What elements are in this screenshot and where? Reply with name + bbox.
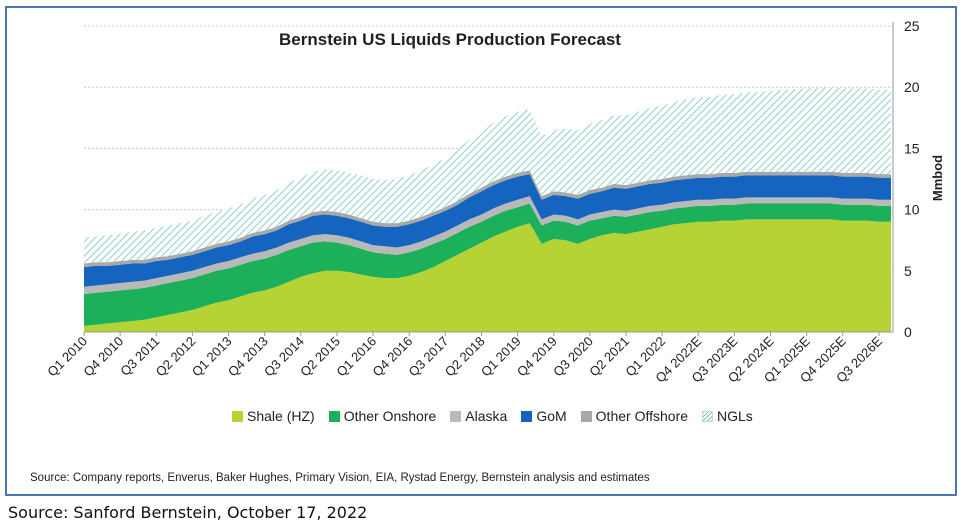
legend-label-gom: GoM [536,408,567,424]
legend-swatch-other-offshore [580,410,592,422]
area-shale-hz [84,219,891,332]
legend-swatch-shale [232,410,243,422]
chart-legend: Shale (HZ) Other Onshore Alaska GoM Othe… [232,408,767,424]
legend-item-ngls: NGLs [702,408,753,424]
area-ngls [84,87,891,264]
legend-item-other-offshore: Other Offshore [580,408,689,424]
legend-label-other-offshore: Other Offshore [595,408,689,424]
legend-swatch-ngls [702,410,714,422]
chart-title: Bernstein US Liquids Production Forecast [279,30,621,49]
legend-label-other-onshore: Other Onshore [343,408,437,424]
area-other-onshore [84,203,891,326]
area-other-offshore [84,170,891,268]
legend-swatch-other-onshore [328,410,340,422]
legend-swatch-gom [521,410,533,422]
y-tick-label: 20 [904,79,920,95]
area-alaska [84,196,891,295]
legend-item-other-onshore: Other Onshore [328,408,437,424]
stacked-areas [84,87,891,332]
y-axis: 0 5 10 15 20 25 Mmbod [892,18,945,340]
area-gom [84,174,891,287]
legend-label-shale: Shale (HZ) [247,408,315,424]
legend-item-gom: GoM [521,408,567,424]
y-tick-label: 10 [904,202,920,218]
source-note: Source: Company reports, Enverus, Baker … [30,472,650,484]
y-axis-label: Mmbod [930,155,945,201]
legend-label-ngls: NGLs [717,408,753,424]
y-tick-label: 25 [904,18,920,34]
x-tick-label: Q4 2010 [80,334,126,380]
legend-label-alaska: Alaska [465,408,508,424]
y-tick-label: 5 [904,263,912,279]
legend-item-alaska: Alaska [450,408,507,424]
y-tick-label: 15 [904,140,920,156]
y-tick-label: 0 [904,324,912,340]
legend-item-shale: Shale (HZ) [232,408,315,424]
footer-note: Source: Sanford Bernstein, October 17, 2… [8,503,368,522]
legend-swatch-alaska [450,410,462,422]
